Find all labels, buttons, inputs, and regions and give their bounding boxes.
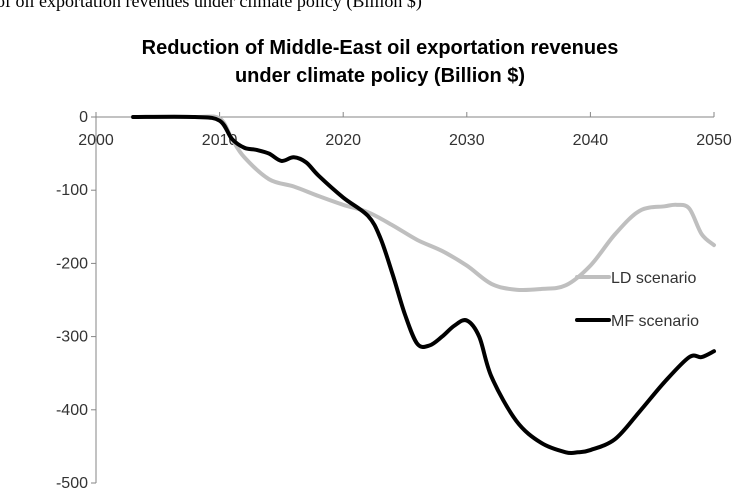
chart-title: Reduction of Middle-East oil exportation… [60,34,700,90]
x-tick-label: 2040 [573,132,609,149]
x-tick-label: 2050 [696,132,732,149]
caption-text: of oil exportation revenues under climat… [0,0,422,11]
y-tick-label: 0 [79,109,88,126]
legend-label-ld-scenario: LD scenario [611,270,696,287]
chart-title-line-2: under climate policy (Billion $) [234,65,526,87]
x-tick-label: 2020 [325,132,361,149]
y-tick-label: -100 [56,182,88,199]
caption-fragment: of oil exportation revenues under climat… [0,0,753,11]
chart-title-line-1: Reduction of Middle-East oil exportation… [141,37,619,59]
series-line-mf-scenario [131,114,716,456]
y-tick-label: -300 [56,329,88,346]
x-tick-label: 2030 [449,132,485,149]
y-tick-label: -500 [56,475,88,492]
x-tick-label: 2000 [78,132,114,149]
y-tick-label: -400 [56,402,88,419]
y-tick-label: -200 [56,255,88,272]
series-line-ld-scenario [131,114,716,293]
legend-label-mf-scenario: MF scenario [611,313,699,330]
